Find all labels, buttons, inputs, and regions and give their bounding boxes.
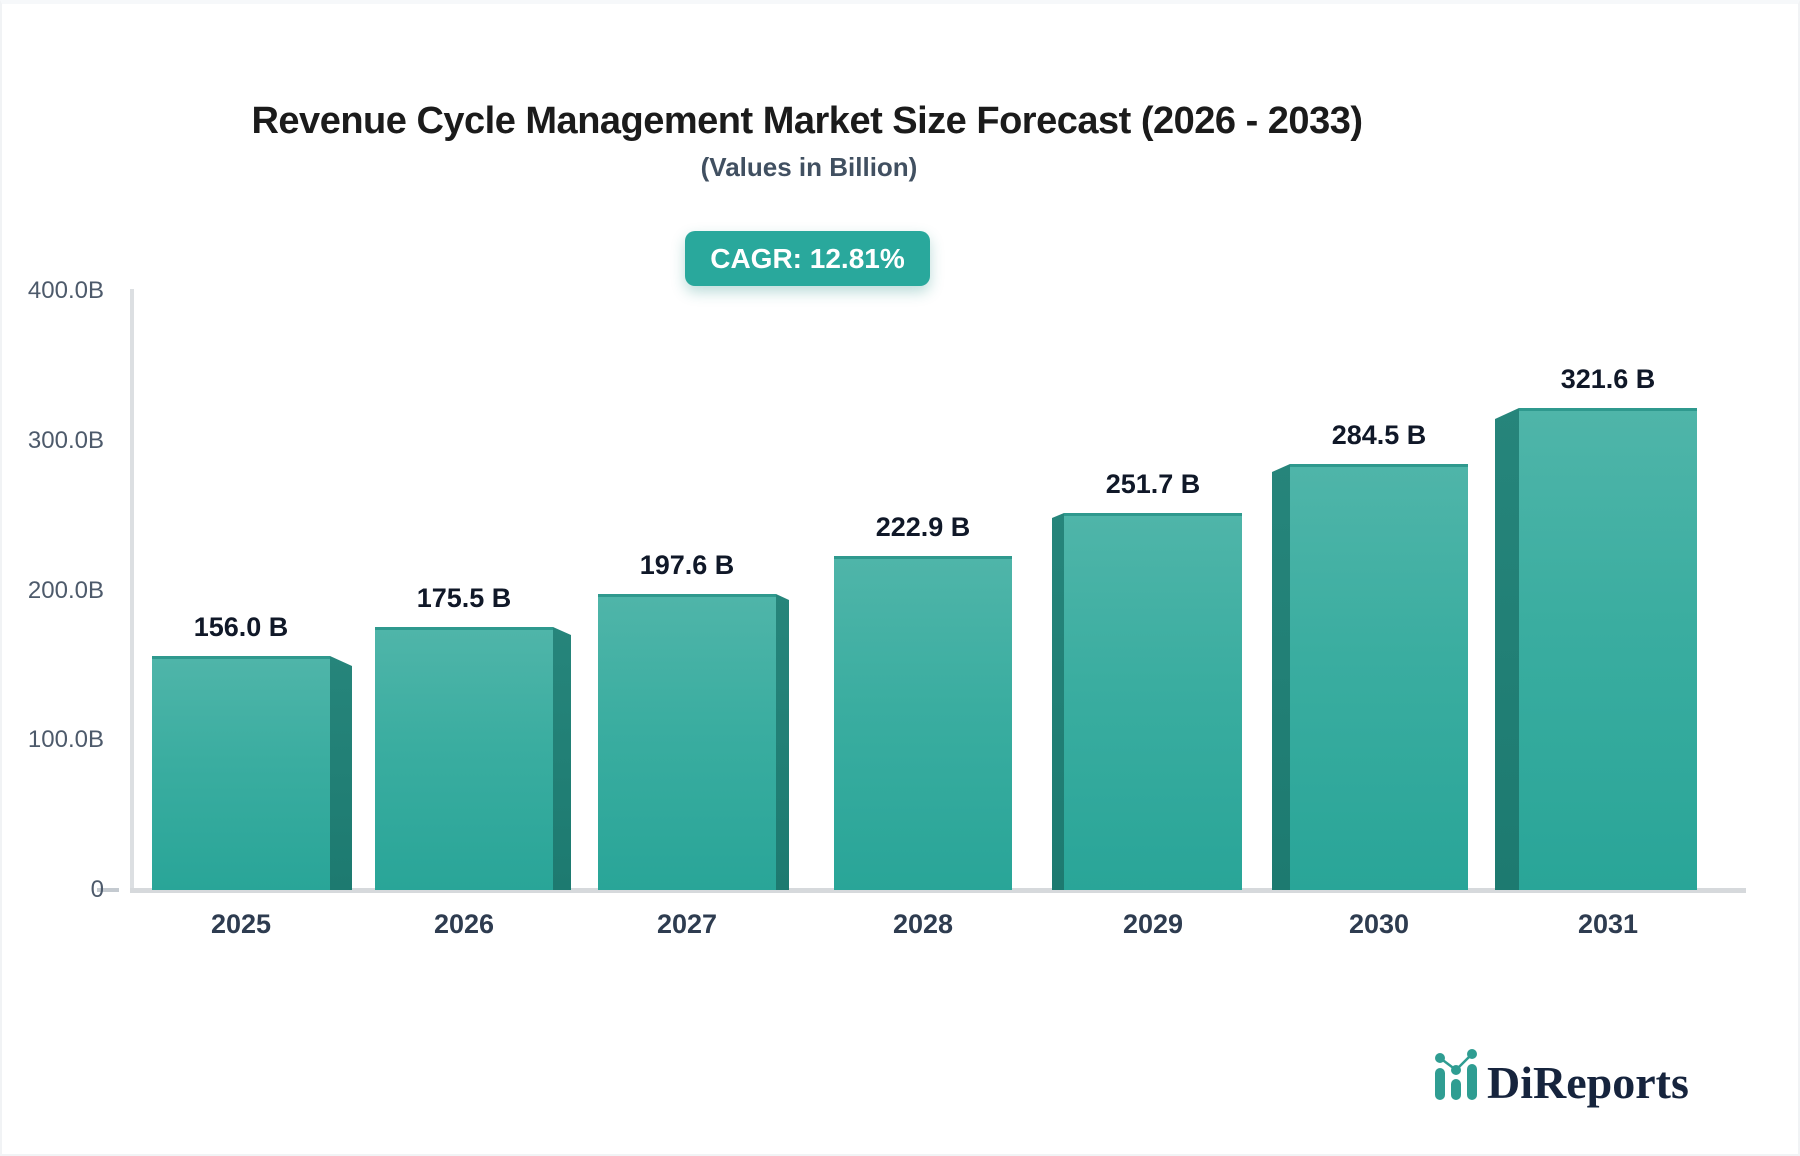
bar [834,556,1012,890]
logo-text: DiReports [1487,1057,1689,1109]
x-axis-category-label: 2026 [433,909,495,939]
bar-value-label: 222.9 B [875,512,971,542]
bar-3d-side [1272,464,1290,890]
bar-value-label: 156.0 B [193,612,289,642]
bar-3d-side [1052,513,1064,890]
x-axis-category-label: 2029 [1122,909,1184,939]
bar-value-label: 284.5 B [1331,420,1427,450]
y-axis-tick-label: 0 [90,876,104,903]
bar [152,656,330,890]
bar-value-label: 321.6 B [1560,364,1656,394]
bar-value-label: 175.5 B [416,583,512,613]
chart-title: Revenue Cycle Management Market Size For… [251,100,1363,142]
x-axis-category-label: 2031 [1577,909,1639,939]
bar-3d-side [330,656,352,890]
bar [1064,513,1242,890]
bar-value-label: 197.6 B [639,550,735,580]
bar-3d-side [776,594,789,890]
bar-value-label: 251.7 B [1105,469,1201,499]
x-axis-category-label: 2028 [892,909,954,939]
y-axis-tick-label: 300.0B [27,426,104,454]
bar [1519,408,1697,890]
cagr-badge-label: CAGR: 12.81% [710,242,905,274]
bar-3d-side [553,627,571,890]
y-axis-tick-label: 200.0B [27,576,104,604]
bar-3d-side [1495,408,1519,890]
y-axis-tick-label: 400.0B [27,277,104,304]
x-axis-category-label: 2027 [656,909,718,939]
y-axis-tick-label: 100.0B [27,726,104,754]
zero-tick-mark [97,888,119,892]
x-axis-category-label: 2025 [210,909,272,939]
bar [598,594,776,890]
y-axis-line [130,289,134,892]
bar [375,627,553,890]
x-axis-category-label: 2030 [1348,909,1410,939]
x-axis-baseline [130,888,1746,893]
chart-subtitle: (Values in Billion) [700,152,918,182]
cagr-badge: CAGR: 12.81% [685,231,930,286]
direports-logo: DiReports [1434,1042,1689,1109]
bar [1290,464,1468,890]
bar-chart-logo-icon [1434,1042,1478,1105]
